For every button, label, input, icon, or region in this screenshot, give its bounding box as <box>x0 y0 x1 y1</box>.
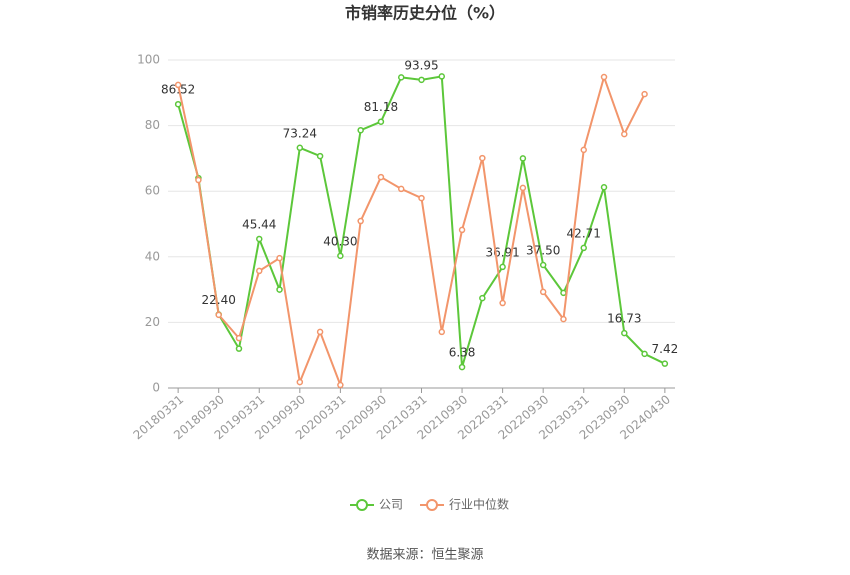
point <box>499 263 506 271</box>
y-tick-label: 80 <box>145 118 160 132</box>
point <box>276 254 283 262</box>
point <box>621 130 628 138</box>
point <box>296 144 304 152</box>
data-label: 7.42 <box>652 342 679 356</box>
point <box>580 146 587 154</box>
data-label: 16.73 <box>607 312 641 326</box>
data-label: 37.50 <box>526 244 560 258</box>
legend-label: 公司 <box>379 498 403 512</box>
series-line <box>177 73 646 386</box>
y-tick-label: 40 <box>145 249 160 263</box>
data-label: 73.24 <box>283 126 317 140</box>
y-tick-label: 60 <box>145 184 160 198</box>
point <box>316 152 324 160</box>
point <box>661 360 669 367</box>
point <box>458 363 466 371</box>
point <box>337 252 344 260</box>
point <box>377 173 385 181</box>
point <box>235 334 243 342</box>
legend-label: 行业中位数 <box>449 497 509 512</box>
point <box>418 194 425 202</box>
data-label: 42.71 <box>567 226 601 240</box>
point <box>195 176 202 184</box>
data-label: 45.44 <box>242 217 276 231</box>
point <box>337 381 344 389</box>
point <box>174 100 182 108</box>
point <box>519 184 527 192</box>
point <box>560 289 567 297</box>
point <box>641 90 648 98</box>
point <box>296 378 304 386</box>
point <box>621 329 628 337</box>
point <box>560 315 567 323</box>
point <box>499 299 506 307</box>
legend-marker <box>426 499 438 511</box>
point <box>316 328 324 336</box>
point <box>438 73 446 80</box>
point <box>539 288 547 296</box>
point <box>397 185 405 193</box>
point <box>256 235 263 243</box>
point <box>235 345 243 352</box>
point <box>641 350 648 358</box>
point <box>600 184 608 191</box>
data-label: 93.95 <box>404 58 438 72</box>
data-label: 81.18 <box>364 100 398 114</box>
point <box>256 267 263 275</box>
point <box>479 154 486 162</box>
chart-title: 市销率历史分位（%） <box>345 4 505 23</box>
point <box>215 311 222 319</box>
point <box>438 328 446 336</box>
point <box>418 76 425 84</box>
data-label: 6.38 <box>449 346 476 360</box>
y-tick-label: 100 <box>137 53 160 67</box>
point <box>357 126 364 134</box>
point <box>539 261 547 269</box>
point <box>600 73 608 81</box>
y-tick-label: 0 <box>152 381 160 395</box>
point <box>276 286 283 293</box>
y-tick-label: 20 <box>145 315 160 329</box>
legend-marker <box>356 499 368 511</box>
point <box>580 244 587 252</box>
point <box>377 118 385 125</box>
data-label: 22.40 <box>202 293 236 307</box>
source: 数据来源：恒生聚源 <box>366 548 483 563</box>
data-label: 40.30 <box>323 234 357 248</box>
point <box>397 74 405 81</box>
point <box>479 294 486 302</box>
point <box>519 155 527 162</box>
point <box>458 226 466 234</box>
point <box>357 217 364 225</box>
point <box>174 81 182 89</box>
data-label: 36.91 <box>485 245 519 259</box>
